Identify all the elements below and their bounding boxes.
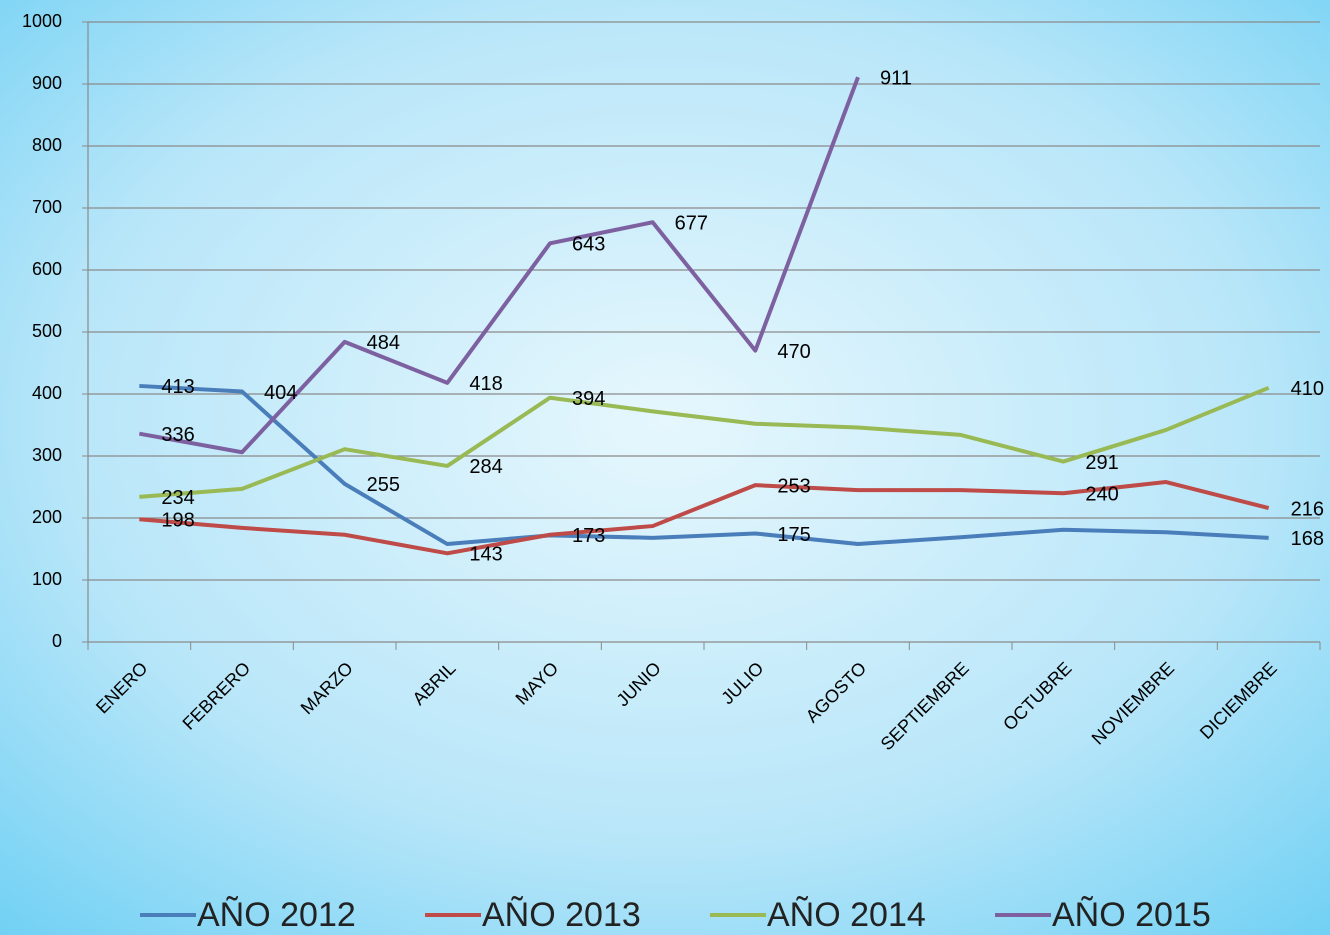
series-line <box>139 385 1270 499</box>
data-label: 240 <box>1085 483 1118 505</box>
y-tick-label: 200 <box>32 507 62 527</box>
legend-label: AÑO 2014 <box>767 896 926 934</box>
data-label: 394 <box>572 388 605 410</box>
data-label: 234 <box>161 487 194 509</box>
data-label: 643 <box>572 234 605 256</box>
data-label: 175 <box>777 524 810 546</box>
data-label: 410 <box>1291 378 1324 400</box>
data-label: 216 <box>1291 498 1324 520</box>
data-label: 336 <box>161 424 194 446</box>
data-label: 484 <box>367 332 400 354</box>
data-label: 470 <box>777 341 810 363</box>
data-label: 255 <box>367 474 400 496</box>
data-label: 291 <box>1085 452 1118 474</box>
legend-label: AÑO 2015 <box>1052 896 1211 934</box>
y-tick-label: 600 <box>32 259 62 279</box>
y-tick-label: 100 <box>32 569 62 589</box>
series-line <box>138 76 860 455</box>
y-tick-label: 1000 <box>22 11 62 31</box>
y-tick-label: 800 <box>32 135 62 155</box>
data-label: 284 <box>469 456 502 478</box>
legend-label: AÑO 2012 <box>197 896 356 934</box>
y-tick-label: 500 <box>32 321 62 341</box>
data-label: 911 <box>880 67 912 89</box>
data-label: 173 <box>572 525 605 547</box>
y-tick-label: 300 <box>32 445 62 465</box>
series-line <box>139 480 1270 556</box>
y-tick-label: 900 <box>32 73 62 93</box>
data-label: 253 <box>777 475 810 497</box>
data-label: 413 <box>161 376 194 398</box>
series-line <box>139 383 1269 547</box>
y-tick-label: 400 <box>32 383 62 403</box>
data-label: 404 <box>264 382 297 404</box>
legend-label: AÑO 2013 <box>482 896 641 934</box>
data-label: 143 <box>469 544 502 566</box>
data-label: 168 <box>1291 528 1324 550</box>
data-label: 198 <box>161 510 194 532</box>
data-label: 677 <box>675 213 708 235</box>
y-tick-label: 0 <box>52 631 62 651</box>
data-label: 418 <box>469 373 502 395</box>
y-tick-label: 700 <box>32 197 62 217</box>
